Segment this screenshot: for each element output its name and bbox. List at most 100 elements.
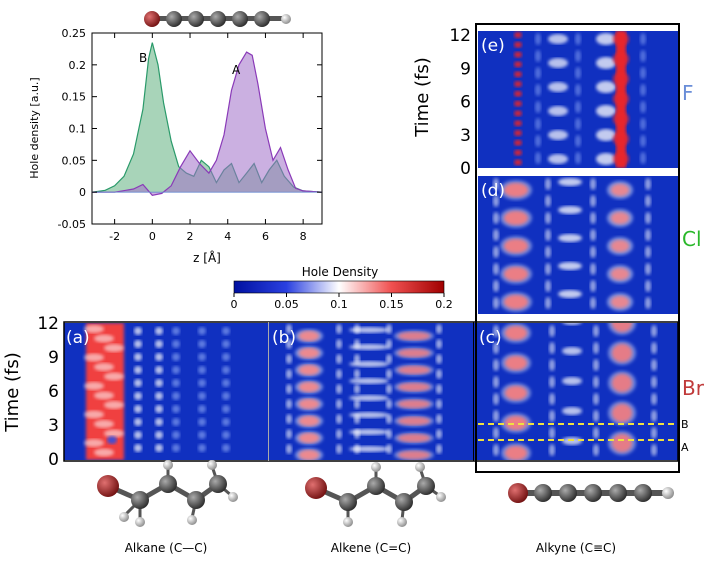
density-blob (607, 237, 633, 255)
density-blob (608, 401, 636, 425)
density-blob (386, 414, 392, 424)
y-tick-label: 0 (79, 186, 86, 199)
density-blob (134, 392, 142, 400)
density-blob (651, 427, 657, 439)
density-blob (613, 52, 629, 66)
density-blob (645, 297, 651, 309)
density-blob (645, 263, 651, 275)
density-blob (394, 330, 434, 342)
density-blob (613, 32, 629, 46)
density-blob (155, 379, 163, 387)
density-blob (84, 382, 104, 390)
density-blob (336, 324, 342, 334)
density-blob (608, 323, 636, 335)
density-blob (593, 325, 599, 337)
density-blob (155, 392, 163, 400)
density-blob (286, 444, 292, 454)
alkyne-molecule-top (144, 11, 291, 27)
density-blob (640, 84, 646, 96)
colorbar-tick-label: 0.05 (274, 298, 299, 311)
density-blob (549, 376, 555, 388)
time-axis-label-bottom: Time (fs) (2, 352, 23, 433)
density-blob (558, 206, 582, 214)
density-blob (198, 379, 206, 387)
cut-label-b: B (681, 418, 689, 431)
density-blob (607, 293, 633, 311)
density-blob (640, 33, 646, 45)
panel-label-b: (b) (272, 328, 296, 348)
density-blob (575, 152, 581, 164)
density-blob (640, 101, 646, 113)
density-blob (535, 50, 541, 62)
density-blob (535, 84, 541, 96)
density-blob (104, 401, 124, 409)
density-blob (545, 297, 551, 309)
density-blob (354, 429, 360, 439)
density-blob (134, 405, 142, 413)
density-blob (500, 208, 532, 228)
density-blob (336, 354, 342, 364)
density-blob (596, 33, 616, 45)
density-blob (590, 263, 596, 275)
density-blob (493, 342, 499, 354)
density-blob (514, 149, 522, 156)
density-blob (295, 414, 323, 428)
density-blob (545, 246, 551, 258)
density-blob (436, 324, 442, 334)
density-blob (386, 354, 392, 364)
density-blob (640, 152, 646, 164)
density-blob (104, 372, 124, 381)
tick-group: -2 0 2 4 6 8 -0.05 0 0.05 0.1 0.15 0.2 0.25 (58, 27, 322, 243)
density-blob (562, 347, 582, 355)
density-blob (590, 212, 596, 224)
density-blob (436, 399, 442, 409)
density-blob (94, 391, 114, 400)
density-blob (172, 392, 180, 400)
density-blob (354, 384, 360, 394)
density-blob (514, 61, 522, 68)
density-blob (155, 366, 163, 374)
density-blob (394, 415, 434, 427)
density-blob (590, 280, 596, 292)
density-blob (493, 444, 499, 456)
density-blob (222, 405, 230, 413)
density-blob (198, 340, 206, 348)
density-blob (155, 444, 163, 452)
density-blob (651, 410, 657, 422)
density-blob (336, 384, 342, 394)
plot-frame (91, 32, 323, 225)
density-blob (493, 297, 499, 309)
density-blob (198, 327, 206, 335)
density-blob (607, 181, 633, 199)
density-blob (548, 130, 568, 140)
density-blob (514, 139, 522, 146)
alkene-molecule (305, 462, 446, 527)
density-blob (501, 443, 531, 460)
y-tick-label: 0.1 (69, 123, 87, 136)
density-blob (500, 236, 532, 256)
density-blob (198, 353, 206, 361)
density-blob (593, 359, 599, 371)
density-blob (394, 364, 434, 376)
density-blob (222, 431, 230, 439)
density-blob (104, 429, 124, 438)
density-blob (134, 418, 142, 426)
density-blob (613, 112, 629, 126)
panel-label-e: (e) (481, 36, 505, 56)
density-blob (295, 448, 323, 460)
y-tick-label: 0.05 (62, 154, 87, 167)
density-blob (336, 444, 342, 454)
density-blob (593, 376, 599, 388)
density-blob (514, 71, 522, 78)
density-blob (608, 341, 636, 365)
density-blob (493, 410, 499, 422)
density-blob (222, 444, 230, 452)
density-blob (575, 33, 581, 45)
density-blob (336, 369, 342, 379)
density-blob (286, 384, 292, 394)
density-blob (94, 334, 114, 343)
density-blob (198, 366, 206, 374)
x-tick-label: 8 (300, 230, 307, 243)
series-area-a (92, 52, 322, 196)
